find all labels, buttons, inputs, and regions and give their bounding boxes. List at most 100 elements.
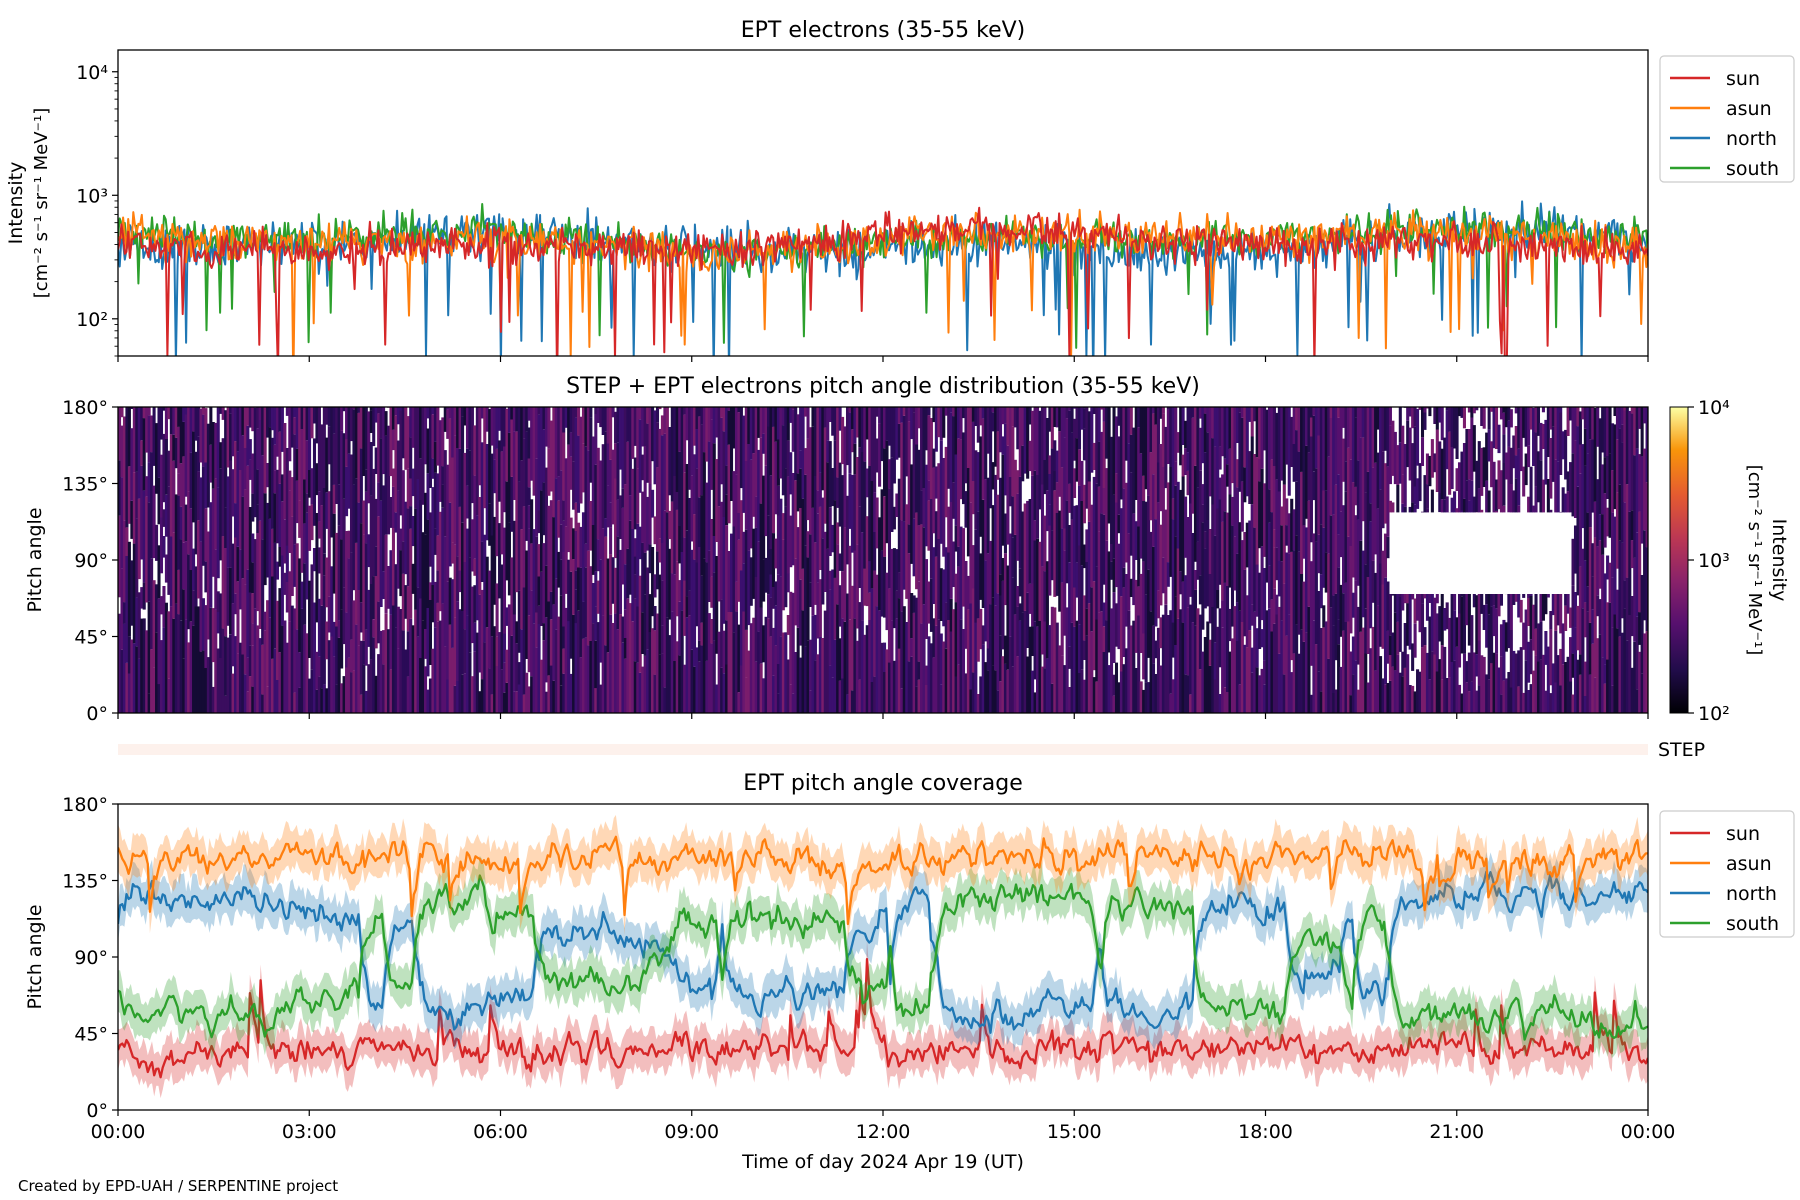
heat-cell	[288, 407, 292, 462]
heat-cell	[527, 615, 531, 673]
heat-cell	[643, 655, 647, 713]
heat-cell	[1186, 517, 1190, 608]
heat-cell	[209, 407, 213, 445]
heat-cell	[219, 442, 223, 469]
heat-cell	[1596, 479, 1600, 547]
heat-cell	[1275, 547, 1279, 581]
heat-cell	[658, 538, 662, 563]
heat-cell	[517, 684, 521, 713]
heat-cell	[157, 407, 161, 478]
heat-cell	[880, 550, 884, 617]
heat-cell	[929, 578, 933, 632]
heat-cell	[1507, 407, 1511, 421]
heat-cell	[347, 453, 351, 509]
heat-cell	[892, 407, 896, 484]
heat-cell	[416, 636, 420, 713]
heat-cell	[441, 603, 445, 713]
heat-cell	[1588, 622, 1592, 675]
heat-cell	[1198, 669, 1202, 713]
heat-cell	[779, 576, 783, 637]
heat-cell	[182, 421, 186, 457]
heat-cell	[1189, 604, 1193, 695]
heat-cell	[1006, 669, 1010, 713]
heat-cell	[1522, 692, 1526, 713]
heat-cell	[1211, 504, 1215, 607]
heat-cell	[1018, 476, 1022, 569]
heat-cell	[1314, 468, 1318, 542]
heat-cell	[189, 570, 193, 622]
heat-cell	[1272, 588, 1276, 624]
heat-cell	[1250, 604, 1254, 626]
heat-cell	[1354, 515, 1358, 581]
heat-cell	[927, 415, 931, 481]
heat-cell	[488, 570, 492, 669]
heat-cell	[791, 592, 795, 694]
heat-cell	[1248, 451, 1252, 504]
heat-cell	[1440, 594, 1444, 646]
heat-cell	[340, 430, 344, 540]
heat-cell	[863, 407, 867, 462]
heat-cell	[564, 526, 568, 594]
heat-cell	[1388, 655, 1392, 681]
heat-cell	[1351, 636, 1355, 675]
heat-cell	[1105, 468, 1109, 541]
heat-cell	[441, 466, 445, 485]
heat-cell	[372, 576, 376, 620]
heat-cell	[155, 423, 159, 494]
heat-cell	[808, 582, 813, 607]
heat-cell	[796, 473, 800, 512]
heat-cell	[137, 498, 141, 580]
heat-cell	[300, 581, 304, 609]
heat-cell	[833, 407, 837, 441]
heat-cell	[1337, 407, 1341, 418]
heat-cell	[1082, 484, 1086, 524]
heat-cell	[549, 619, 553, 666]
heat-cell	[1100, 407, 1104, 410]
heat-cell	[1633, 557, 1637, 642]
heat-cell	[275, 469, 280, 544]
heat-cell	[1598, 418, 1602, 515]
heat-cell	[527, 407, 531, 421]
heat-cell	[680, 407, 684, 501]
heat-cell	[621, 488, 625, 508]
heat-cell	[1267, 489, 1272, 523]
heat-cell	[1105, 407, 1109, 459]
heat-cell	[1260, 668, 1264, 713]
heat-cell	[340, 609, 344, 669]
heat-cell	[1549, 629, 1553, 686]
heat-cell	[685, 464, 689, 531]
heat-cell	[1499, 470, 1504, 513]
heat-cell	[522, 506, 526, 588]
heat-cell	[1112, 558, 1116, 593]
colorbar-label-line1: Intensity	[1768, 519, 1790, 602]
heat-cell	[120, 568, 124, 650]
heat-cell	[1287, 513, 1291, 554]
heat-cell	[1277, 407, 1281, 492]
heat-cell	[140, 618, 144, 713]
heat-cell	[1462, 653, 1466, 713]
heat-cell	[451, 407, 455, 458]
heat-cell	[1095, 681, 1099, 713]
heat-cell	[1591, 439, 1595, 513]
heat-cell	[263, 611, 267, 631]
heat-cell	[275, 561, 280, 580]
heat-cell	[1502, 434, 1506, 463]
heat-cell	[1317, 407, 1321, 436]
heat-cell	[1156, 627, 1160, 713]
heat-cell	[1068, 525, 1072, 563]
heat-cell	[641, 491, 645, 543]
x-tick-label: 15:00	[1047, 1121, 1102, 1143]
heat-cell	[799, 579, 803, 646]
heat-cell	[1401, 676, 1405, 713]
heat-cell	[609, 527, 613, 555]
heat-cell	[609, 407, 613, 460]
heat-cell	[404, 407, 408, 470]
heat-cell	[606, 558, 610, 653]
heat-cell	[900, 422, 904, 520]
heat-cell	[335, 407, 339, 504]
heat-cell	[317, 521, 321, 539]
heat-cell	[554, 478, 558, 579]
heat-cell	[1329, 418, 1333, 516]
heat-cell	[567, 559, 571, 622]
heat-cell	[1302, 407, 1306, 467]
